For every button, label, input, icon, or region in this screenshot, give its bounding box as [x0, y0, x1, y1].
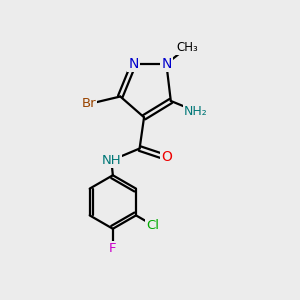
Text: Br: Br [82, 98, 96, 110]
Text: F: F [109, 242, 117, 255]
Text: N: N [128, 57, 139, 71]
Text: CH₃: CH₃ [176, 41, 198, 54]
Text: Cl: Cl [146, 218, 159, 232]
Text: NH: NH [101, 154, 121, 167]
Text: N: N [161, 57, 172, 71]
Text: NH₂: NH₂ [184, 105, 208, 118]
Text: O: O [161, 150, 172, 164]
